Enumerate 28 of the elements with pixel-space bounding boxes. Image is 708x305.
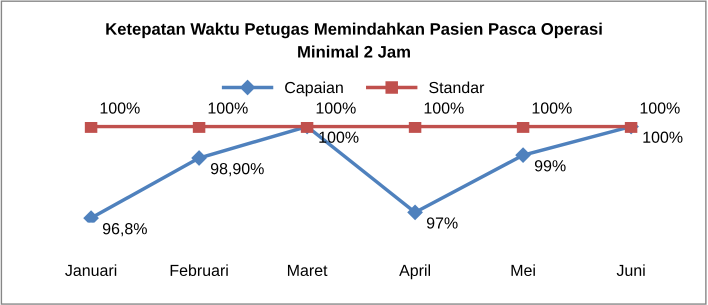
chart-title: Ketepatan Waktu Petugas Memindahkan Pasien Pasca Operasi Minimal 2 Jam [106,22,602,58]
data-label: 100% [208,102,248,114]
x-tick-label: Januari [65,264,116,276]
data-label: 100% [640,102,680,114]
x-tick-label: Februari [170,264,228,276]
data-label: 100% [424,102,464,114]
point [192,122,206,133]
legend-label: Capaian [285,81,343,96]
data-label: 100% [100,102,140,114]
point [408,204,423,220]
point [84,122,98,133]
data-label: 98,90% [210,163,264,176]
x-tick-label: Juni [616,264,645,276]
data-label: 100% [643,132,682,143]
point [516,148,531,163]
data-label: 97% [426,217,458,229]
data-label: 96,8% [102,223,147,236]
x-tick-label: Mei [512,264,535,276]
point [516,122,530,133]
data-label: 100% [532,102,572,114]
x-tick-label: April [399,264,430,280]
point [84,210,99,223]
point [408,122,422,133]
x-tick-label: Maret [288,264,328,276]
point [192,150,207,166]
data-label: 99% [534,160,566,172]
legend-label: Standar [429,81,484,94]
data-label: 100% [316,102,356,114]
